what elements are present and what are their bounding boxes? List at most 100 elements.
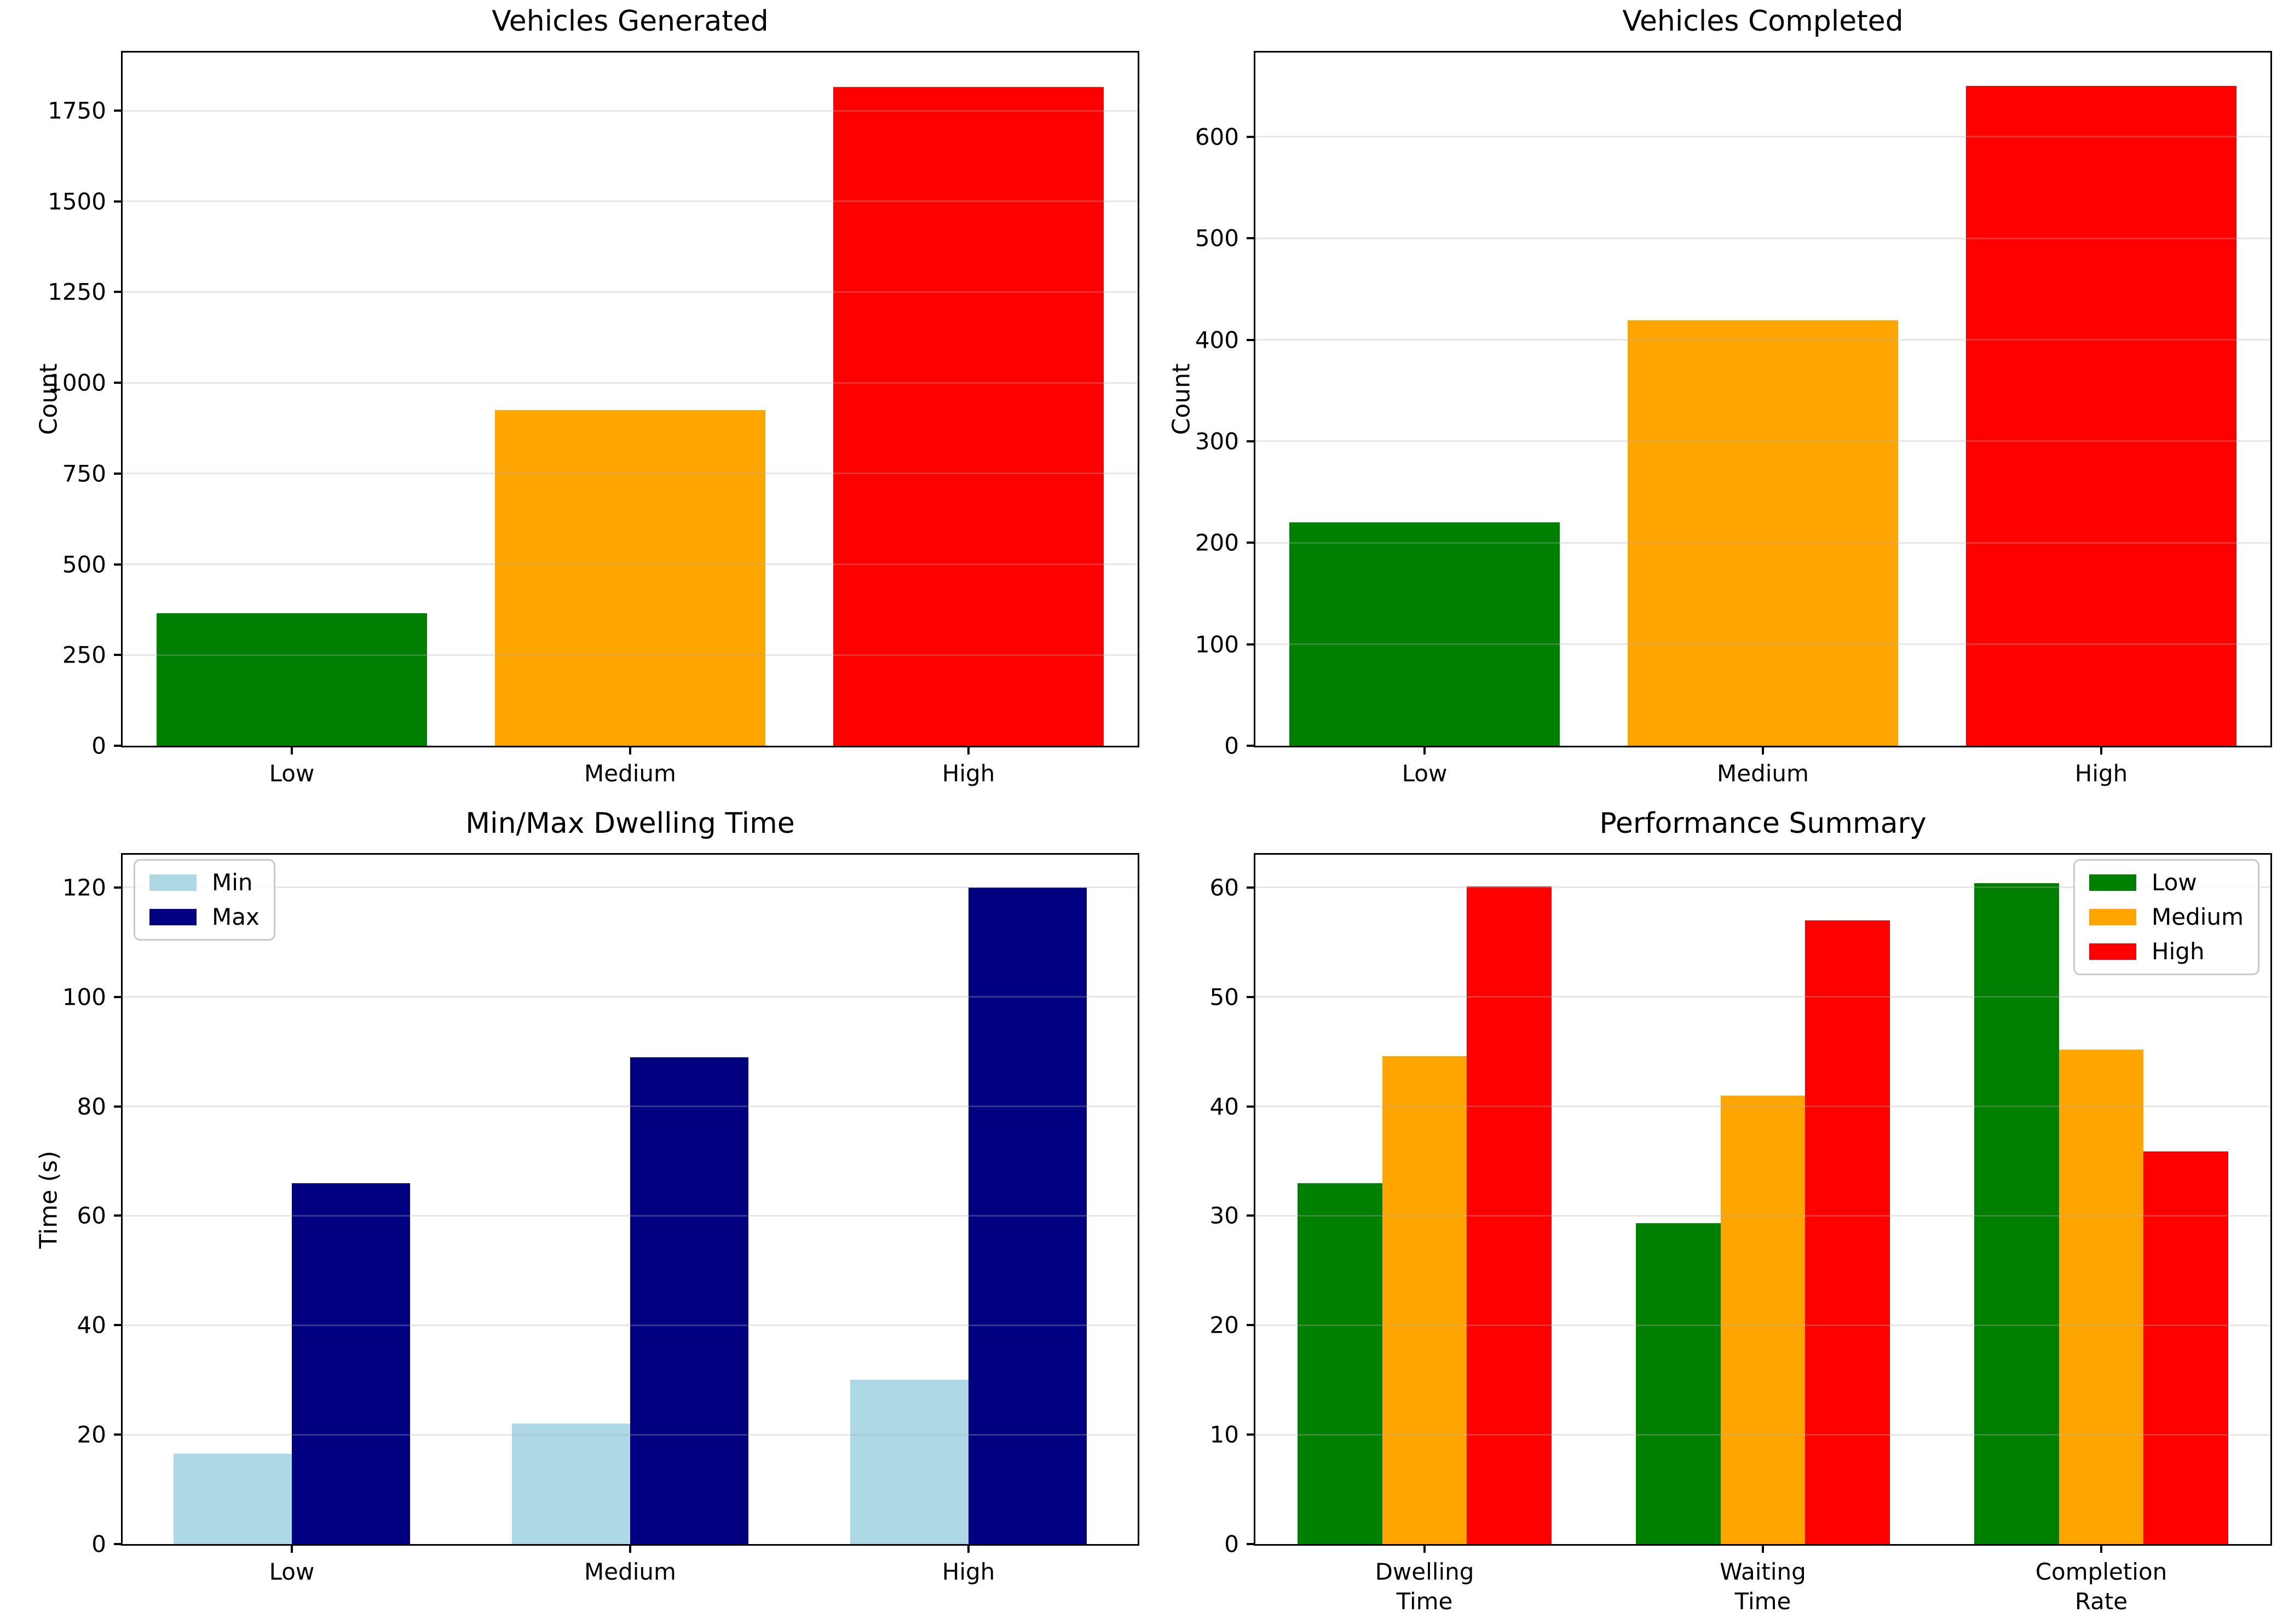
bar-medium [1627, 320, 1899, 746]
legend-swatch-medium [2089, 909, 2137, 925]
gridline [123, 886, 1138, 889]
bar-low-waiting-time [1636, 1223, 1721, 1544]
y-tick-label: 50 [1209, 983, 1239, 1011]
bar-min-low [173, 1454, 292, 1544]
y-tick-mark [114, 1105, 123, 1108]
x-tick-mark [291, 1544, 293, 1553]
subplot-min-max-dwelling-time: Min/Max Dwelling Time Time (s) 0 20 40 60 80… [35, 808, 1139, 1585]
x-tick-mark [2100, 746, 2102, 755]
bar-min-high [850, 1380, 968, 1544]
y-tick-mark [114, 472, 123, 475]
x-tick-label-low: Low [1402, 760, 1448, 787]
legend-swatch-high [2089, 943, 2137, 960]
gridline [1255, 237, 2270, 239]
bar-high [833, 87, 1104, 746]
y-tick-label: 250 [62, 641, 106, 669]
y-tick-mark [114, 110, 123, 112]
x-tick-label-completion-rate: Completion Rate [2035, 1558, 2167, 1615]
gridline [123, 654, 1138, 656]
y-tick-mark [114, 1214, 123, 1217]
x-tick-mark [629, 1544, 631, 1553]
legend-label: High [2152, 938, 2205, 965]
gridline [1255, 1433, 2270, 1436]
y-tick-label: 500 [1195, 224, 1239, 252]
gridline [123, 291, 1138, 293]
gridline [1255, 1105, 2270, 1108]
subplot-vehicles-generated: Vehicles Generated Count 0 250 500 750 1000 1… [35, 5, 1139, 787]
legend-item-min: Min [149, 869, 260, 896]
bar-medium [494, 410, 766, 746]
x-tick-label-dwelling-time: Dwelling Time [1375, 1558, 1474, 1615]
gridline [123, 110, 1138, 112]
y-tick-mark [114, 382, 123, 384]
y-tick-label: 1000 [48, 369, 106, 396]
bar-high-dwelling-time [1467, 886, 1552, 1544]
gridline [123, 563, 1138, 566]
x-tick-label-high: High [942, 760, 995, 787]
y-tick-label: 30 [1209, 1202, 1239, 1229]
gridline [123, 200, 1138, 203]
chart-title: Vehicles Completed [1622, 5, 1904, 38]
y-tick-label: 20 [77, 1421, 106, 1448]
gridline [1255, 339, 2270, 341]
gridline [123, 1105, 1138, 1108]
x-tick-mark [1762, 1544, 1764, 1553]
y-tick-label: 1500 [48, 188, 106, 215]
y-tick-mark [114, 745, 123, 747]
y-tick-label: 100 [1195, 631, 1239, 658]
x-tick-label-high: High [942, 1558, 995, 1585]
y-tick-label: 600 [1195, 123, 1239, 151]
y-tick-mark [1247, 1433, 1255, 1436]
bar-max-high [968, 887, 1087, 1544]
y-tick-label: 120 [62, 874, 106, 901]
y-tick-mark [1247, 1214, 1255, 1217]
y-tick-mark [1247, 338, 1255, 341]
chart-title: Performance Summary [1599, 807, 1927, 840]
y-tick-mark [1247, 745, 1255, 747]
x-tick-mark [2100, 1544, 2102, 1553]
y-tick-mark [114, 563, 123, 566]
x-tick-mark [629, 746, 631, 755]
x-tick-label-high: High [2074, 760, 2128, 787]
y-tick-mark [114, 200, 123, 203]
gridline [1255, 996, 2270, 998]
subplot-vehicles-completed: Vehicles Completed Count 0 100 200 300 400 50… [1168, 5, 2272, 787]
bar-min-medium [511, 1424, 630, 1544]
gridline [123, 1433, 1138, 1436]
legend-label: Max [212, 903, 260, 930]
gridline [1255, 1324, 2270, 1326]
y-tick-mark [1247, 542, 1255, 544]
y-tick-label: 1250 [48, 278, 106, 306]
y-tick-mark [1247, 995, 1255, 998]
y-tick-mark [114, 654, 123, 656]
gridline [123, 1214, 1138, 1217]
gridline [1255, 440, 2270, 442]
y-tick-mark [1247, 135, 1255, 138]
y-tick-mark [1247, 886, 1255, 889]
legend-item-high: High [2089, 938, 2244, 965]
x-tick-mark [291, 746, 293, 755]
bar-high [1965, 86, 2237, 746]
y-tick-mark [1247, 1324, 1255, 1327]
y-tick-mark [1247, 1543, 1255, 1545]
bar-low [1289, 522, 1560, 746]
x-tick-label-waiting-time: Waiting Time [1720, 1558, 1806, 1615]
bar-medium-waiting-time [1720, 1095, 1806, 1544]
gridline [123, 996, 1138, 998]
x-tick-label-low: Low [269, 1558, 315, 1585]
x-tick-mark [1423, 1544, 1426, 1553]
gridline [1255, 886, 2270, 889]
bar-max-low [292, 1183, 411, 1544]
bar-max-medium [630, 1057, 749, 1544]
bar-high-waiting-time [1805, 920, 1890, 1544]
gridline [1255, 1214, 2270, 1217]
y-tick-mark [114, 291, 123, 293]
y-tick-label: 100 [62, 983, 106, 1011]
legend-item-low: Low [2089, 869, 2244, 896]
y-tick-label: 40 [1209, 1093, 1239, 1120]
legend-item-max: Max [149, 904, 260, 930]
gridline [1255, 542, 2270, 544]
y-axis-label: Count [1167, 363, 1196, 435]
y-tick-label: 40 [77, 1311, 106, 1339]
y-tick-mark [114, 886, 123, 889]
